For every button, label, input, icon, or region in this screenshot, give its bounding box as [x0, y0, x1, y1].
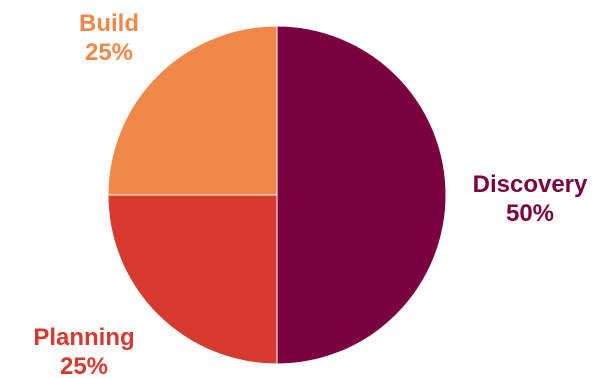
slice-value-discovery: 50%: [506, 200, 554, 227]
slice-label-build: Build: [79, 10, 139, 37]
slice-value-build: 25%: [85, 39, 133, 66]
pie-slice-build: [107, 25, 278, 196]
pie-slices: [107, 25, 447, 365]
slice-label-discovery: Discovery: [473, 171, 588, 198]
slice-label-planning: Planning: [33, 324, 134, 351]
pie-slice-discovery: [276, 25, 447, 365]
pie-slice-planning: [107, 194, 278, 365]
slice-value-planning: 25%: [60, 353, 108, 378]
